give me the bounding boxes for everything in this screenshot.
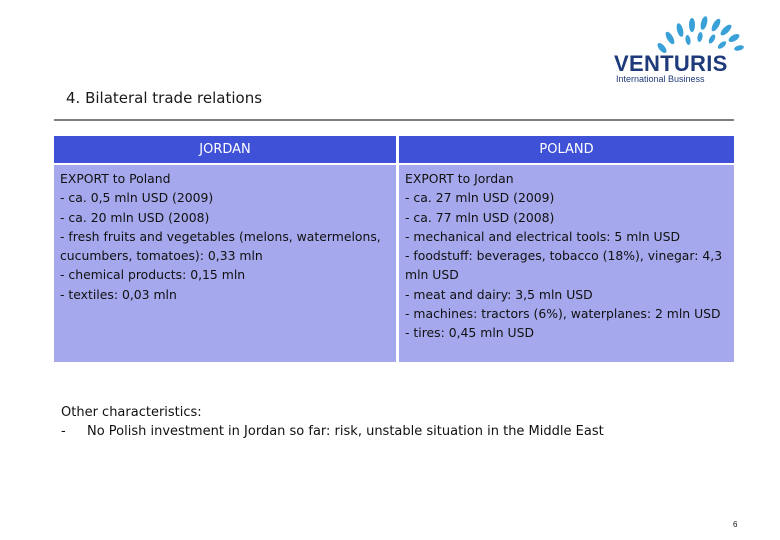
poland-export-line: - ca. 77 mln USD (2008) xyxy=(405,209,555,225)
jordan-export-heading: EXPORT to Poland xyxy=(60,171,171,186)
poland-export-heading: EXPORT to Jordan xyxy=(405,171,514,186)
poland-export-line: - foodstuff: beverages, tobacco (18%), v… xyxy=(405,248,723,283)
jordan-export-line: - ca. 20 mln USD (2008) xyxy=(60,209,210,225)
other-characteristics-item: - No Polish investment in Jordan so far: … xyxy=(61,422,604,441)
column-header-jordan: JORDAN xyxy=(54,136,396,163)
poland-export-cell: EXPORT to Jordan - ca. 27 mln USD (2009)… xyxy=(399,165,734,362)
other-characteristics-heading: Other characteristics: xyxy=(61,405,202,420)
bullet-dash: - xyxy=(61,424,66,439)
page-number: 6 xyxy=(733,520,738,529)
page-title: 4. Bilateral trade relations xyxy=(66,89,263,107)
poland-export-line: - ca. 27 mln USD (2009) xyxy=(405,190,555,206)
logo-swirl-icon xyxy=(657,16,744,53)
jordan-export-line: - ca. 0,5 mln USD (2009) xyxy=(60,190,214,206)
jordan-export-line: - chemical products: 0,15 mln xyxy=(60,267,246,283)
venturis-logo: VENTURIS International Business xyxy=(604,8,754,88)
jordan-export-line: - fresh fruits and vegetables (melons, w… xyxy=(60,228,381,264)
other-characteristics-text: No Polish investment in Jordan so far: r… xyxy=(87,424,604,439)
poland-export-line: - machines: tractors (6%), waterplanes: … xyxy=(405,306,721,322)
logo-brand: VENTURIS xyxy=(614,51,728,76)
column-header-poland: POLAND xyxy=(399,136,734,163)
logo-subtitle: International Business xyxy=(616,74,705,84)
poland-export-line: - tires: 0,45 mln USD xyxy=(405,325,535,341)
poland-export-line: - mechanical and electrical tools: 5 mln… xyxy=(405,228,681,244)
jordan-export-cell: EXPORT to Poland - ca. 0,5 mln USD (2009… xyxy=(54,165,396,362)
title-divider xyxy=(54,119,734,121)
jordan-export-line: - textiles: 0,03 mln xyxy=(60,286,177,302)
other-characteristics: Other characteristics: - No Polish invest… xyxy=(61,403,604,441)
poland-export-line: - meat and dairy: 3,5 mln USD xyxy=(405,286,593,302)
